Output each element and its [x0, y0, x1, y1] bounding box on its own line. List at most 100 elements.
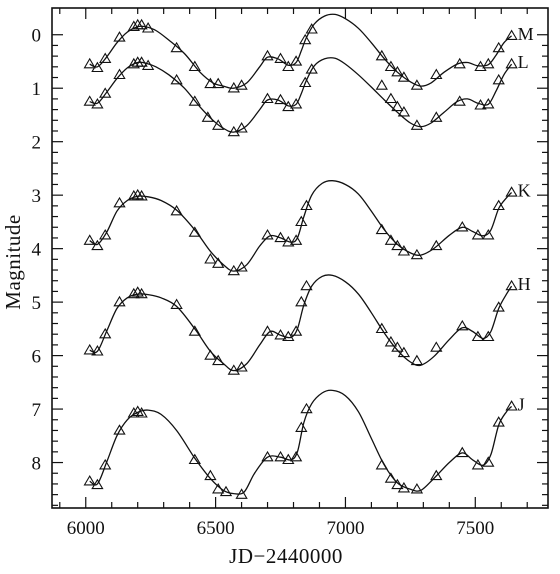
- series-m-point: [305, 23, 318, 34]
- series-j-point: [505, 400, 518, 411]
- series-h-point: [410, 354, 424, 366]
- series-j-point: [91, 478, 104, 490]
- series-h-point: [135, 287, 148, 299]
- series-k-point: [289, 234, 303, 245]
- series-m-point: [170, 41, 183, 53]
- series-l-point: [397, 106, 411, 117]
- series-l-point: [135, 56, 148, 67]
- y-tick-label: 4: [32, 240, 42, 261]
- series-l-point: [170, 73, 183, 85]
- series-k-point: [91, 239, 104, 251]
- series-l-point: [299, 76, 312, 88]
- y-tick-label: 3: [32, 186, 42, 207]
- series-j-point: [384, 472, 398, 483]
- y-tick-label: 6: [32, 347, 42, 368]
- series-l-point: [201, 111, 214, 122]
- series-m-point: [430, 68, 443, 80]
- series-h-point: [391, 341, 404, 352]
- series-m-point: [505, 29, 518, 40]
- plot-frame: [51, 7, 549, 509]
- series-l-point: [384, 92, 398, 104]
- series-l-point: [505, 57, 518, 69]
- series-j-point: [135, 407, 148, 418]
- series-h-point: [83, 343, 96, 355]
- series-m-point: [282, 60, 295, 72]
- series-l-point: [113, 68, 126, 80]
- series-m-point: [188, 60, 201, 72]
- series-m-point: [482, 57, 495, 69]
- series-m-point: [141, 22, 155, 33]
- series-k-point: [135, 189, 148, 201]
- series-k-point: [274, 231, 287, 243]
- series-l-point: [453, 95, 466, 106]
- series-k-point: [375, 223, 388, 235]
- series-k-point: [113, 196, 126, 208]
- series-h-point: [505, 279, 518, 291]
- series-l-point: [212, 119, 225, 130]
- series-k: K: [83, 180, 531, 276]
- series-k-point: [282, 235, 295, 247]
- series-m-point: [397, 71, 411, 82]
- series-h-point: [289, 325, 303, 336]
- x-tick-label: 7000: [326, 518, 364, 539]
- series-j-point: [295, 421, 308, 432]
- series-label-h: H: [518, 274, 531, 294]
- y-tick-label: 5: [32, 293, 42, 314]
- series-k-point: [261, 229, 274, 240]
- y-tick-label: 7: [32, 400, 42, 421]
- series-k-point: [471, 229, 485, 240]
- series-k-point: [397, 245, 411, 256]
- series-k-point: [430, 239, 443, 251]
- series-m-point: [261, 49, 274, 61]
- series-h-point: [91, 345, 104, 356]
- series-h-point: [492, 301, 505, 312]
- series-k-point: [131, 188, 144, 200]
- series-label-k: K: [518, 180, 531, 200]
- series-k-point: [482, 229, 495, 240]
- series-j-point: [482, 456, 495, 467]
- series-j-point: [83, 475, 96, 486]
- series-k-point: [295, 215, 308, 227]
- series-m-point: [391, 65, 404, 77]
- series-h-point: [430, 341, 443, 352]
- series-m-point: [127, 20, 140, 31]
- x-axis-label: JD−2440000: [229, 544, 343, 568]
- series-j-point: [274, 450, 287, 462]
- series-h-point: [113, 295, 126, 307]
- series-j-point: [391, 478, 404, 490]
- series-m: M: [83, 13, 534, 93]
- series-j-point: [300, 402, 313, 414]
- series-m-point: [99, 52, 112, 63]
- series-j-point: [113, 424, 126, 435]
- series-h-point: [375, 322, 388, 334]
- series-l-point: [482, 98, 495, 109]
- series-j-point: [471, 458, 485, 470]
- series-h-point: [127, 287, 140, 299]
- y-tick-label: 8: [32, 454, 42, 475]
- series-l-point: [91, 98, 104, 109]
- series-l-point: [261, 92, 274, 104]
- series-l-point: [235, 122, 248, 133]
- series-k-point: [235, 261, 248, 272]
- series-l-point: [391, 100, 404, 112]
- series-l-point: [305, 63, 318, 74]
- series-h-point: [397, 346, 411, 358]
- series-k-point: [300, 199, 313, 211]
- series-j-point: [492, 416, 505, 427]
- series-k-point: [99, 229, 112, 240]
- series-m-point: [113, 31, 126, 42]
- series-m-point: [91, 61, 104, 73]
- series-m-point: [453, 57, 466, 69]
- series-h-point: [235, 361, 248, 372]
- series-l-point: [492, 73, 505, 85]
- series-m-point: [410, 79, 424, 90]
- series-l-point: [375, 79, 388, 90]
- series-l-point: [282, 100, 295, 112]
- series-h-point: [188, 325, 201, 336]
- series-j-point: [375, 458, 388, 470]
- series-m-point: [492, 41, 505, 53]
- series-m-point: [474, 60, 487, 72]
- series-j: J: [83, 389, 525, 499]
- series-m-point: [235, 79, 248, 90]
